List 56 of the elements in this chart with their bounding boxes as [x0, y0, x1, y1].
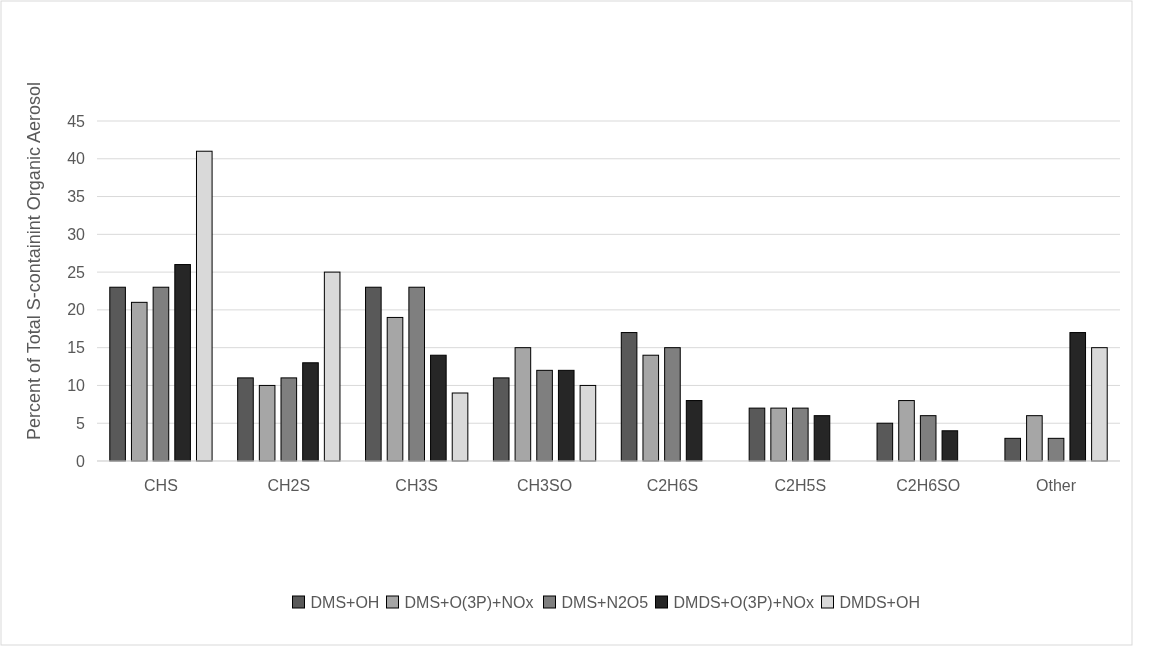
bar [792, 407, 809, 462]
bar [109, 286, 126, 462]
bar [642, 354, 660, 462]
bar [174, 264, 191, 462]
legend-label: DMDS+OH [839, 593, 920, 611]
bar [1026, 415, 1043, 462]
bar [130, 301, 148, 462]
bar [492, 377, 510, 462]
legend-label: DMS+OH [310, 593, 380, 611]
x-tick-label: CH3SO [517, 477, 573, 494]
y-tick-label: 45 [67, 112, 86, 130]
bar [258, 384, 276, 462]
bar [770, 407, 787, 462]
bar [514, 347, 532, 462]
y-tick-label: 10 [67, 377, 86, 395]
y-tick-label: 35 [67, 188, 86, 206]
x-tick-label: C2H6SO [896, 477, 961, 494]
bar [813, 415, 831, 462]
legend-label: DMS+O(3P)+NOx [404, 593, 534, 611]
x-tick-label: C2H5S [774, 477, 827, 494]
x-tick-label: C2H6S [646, 477, 699, 494]
legend-label: DMS+N2O5 [561, 593, 649, 611]
bar [664, 347, 681, 462]
bar [365, 286, 382, 462]
bar [386, 316, 404, 462]
bar [941, 430, 959, 462]
bar [280, 377, 298, 462]
bar [430, 354, 447, 462]
bar [876, 422, 894, 462]
y-tick-label: 40 [67, 150, 86, 168]
bar [152, 286, 170, 462]
y-tick-label: 30 [67, 225, 86, 243]
bar [302, 362, 319, 462]
bar [557, 369, 575, 462]
y-axis-title: Percent of Total S-containint Organic Aerosol [24, 82, 44, 440]
bar [237, 377, 254, 462]
bar [898, 400, 915, 462]
x-tick-label: CH3S [395, 477, 439, 494]
bar [1047, 437, 1065, 462]
bar [1004, 437, 1022, 462]
x-tick-label: CHS [144, 477, 178, 494]
bar [748, 407, 766, 462]
bar [685, 400, 703, 462]
bar [1069, 332, 1087, 462]
y-tick-label: 5 [76, 414, 86, 432]
y-tick-label: 20 [67, 301, 86, 319]
x-tick-label: CH2S [267, 477, 311, 494]
bar [620, 332, 638, 462]
y-tick-label: 25 [67, 263, 86, 281]
y-tick-label: 0 [76, 452, 86, 470]
y-tick-label: 15 [67, 339, 86, 357]
bar [919, 415, 937, 462]
bar [536, 369, 553, 462]
legend-label: DMDS+O(3P)+NOx [673, 593, 814, 611]
x-tick-label: Other [1036, 477, 1077, 494]
bar [408, 286, 425, 462]
